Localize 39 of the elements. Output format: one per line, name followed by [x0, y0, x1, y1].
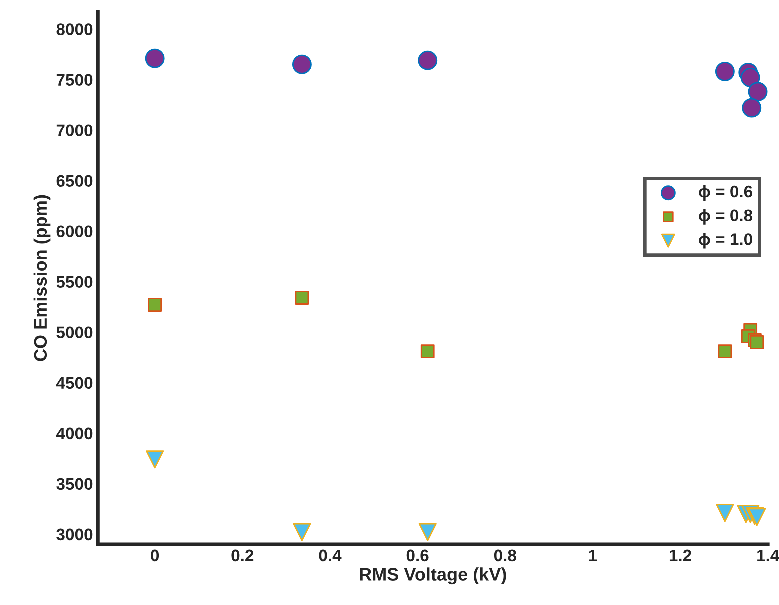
y-tick-label: 3500: [56, 478, 93, 490]
point: [750, 336, 764, 350]
point: [295, 291, 310, 305]
y-tick-label: 4000: [56, 428, 93, 440]
point: [145, 48, 165, 68]
y-tick-label: 7500: [56, 74, 93, 86]
point: [718, 344, 732, 358]
point: [420, 344, 435, 358]
x-tick-label: 0.4: [319, 550, 342, 562]
y-tick-label: 6000: [56, 226, 93, 238]
y-tick-label: 7000: [56, 124, 93, 136]
point: [418, 50, 438, 70]
point: [742, 98, 762, 118]
point: [748, 82, 768, 102]
y-tick-label: 5500: [56, 276, 93, 288]
point: [293, 523, 312, 542]
x-tick-label: 0.6: [406, 550, 429, 562]
point: [146, 450, 164, 469]
legend-label: ϕ = 0.6: [699, 185, 752, 201]
y-tick-label: 8000: [56, 24, 93, 36]
x-tick-label: 1: [589, 550, 598, 562]
x-axis-title: RMS Voltage (kV): [360, 568, 506, 585]
point: [418, 523, 437, 542]
y-axis-title: CO Emission (ppm): [34, 195, 51, 362]
point: [148, 298, 162, 312]
y-tick-label: 4500: [56, 377, 93, 390]
point: [716, 504, 734, 522]
y-tick-label: 5000: [56, 326, 93, 339]
legend-label: ϕ = 1.0: [699, 233, 752, 249]
legend-label: ϕ = 0.8: [699, 209, 753, 225]
point: [715, 62, 735, 82]
y-tick-label: 3000: [56, 528, 93, 541]
point: [740, 68, 760, 88]
y-tick-label: 6500: [56, 175, 93, 188]
x-tick-label: 1.2: [670, 550, 692, 562]
x-tick-label: 0.2: [232, 550, 254, 562]
x-tick-label: 0: [151, 550, 160, 562]
x-tick-label: 0.8: [494, 550, 516, 562]
point: [292, 54, 312, 74]
